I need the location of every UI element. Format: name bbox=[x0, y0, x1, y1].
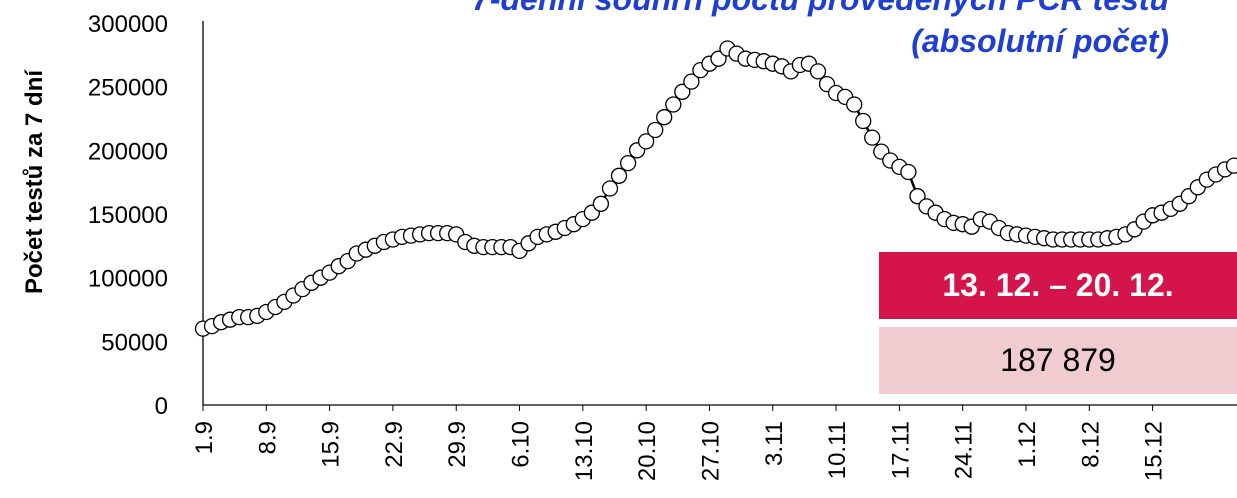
y-tick-label: 300000 bbox=[88, 11, 168, 38]
data-point bbox=[855, 112, 872, 130]
chart-title-line2: (absolutní počet) bbox=[911, 23, 1169, 59]
data-point bbox=[619, 154, 637, 172]
x-tick-label: 1.12 bbox=[1014, 421, 1041, 468]
period-value: 187 879 bbox=[879, 327, 1237, 394]
x-tick-label: 8.12 bbox=[1077, 421, 1104, 468]
series-line bbox=[194, 40, 1237, 337]
data-point bbox=[601, 180, 619, 197]
x-tick-label: 15.9 bbox=[318, 421, 345, 468]
y-tick-label: 100000 bbox=[88, 266, 168, 293]
data-point bbox=[592, 195, 610, 212]
y-axis-label: Počet testů za 7 dní bbox=[21, 69, 48, 294]
data-point bbox=[900, 163, 917, 181]
data-point bbox=[656, 109, 673, 126]
y-tick-label: 200000 bbox=[88, 138, 168, 165]
x-tick-label: 27.10 bbox=[697, 421, 724, 481]
data-point bbox=[864, 129, 881, 146]
y-axis: 0 50000 100000 150000 200000 250000 300000 bbox=[88, 11, 204, 420]
x-tick-label: 13.10 bbox=[571, 421, 598, 481]
y-tick-label: 250000 bbox=[88, 75, 168, 102]
data-point bbox=[610, 167, 628, 184]
y-tick-label: 50000 bbox=[101, 329, 168, 356]
x-tick-label: 15.12 bbox=[1141, 421, 1168, 481]
x-tick-label: 3.11 bbox=[761, 421, 788, 466]
x-tick-label: 24.11 bbox=[951, 421, 978, 479]
data-point bbox=[665, 96, 682, 113]
x-tick-label: 1.9 bbox=[191, 421, 218, 454]
chart-title-line1: 7-denní souhrn počtu provedených PCR tes… bbox=[472, 0, 1169, 18]
x-axis: 1.9 8.9 15.9 22.9 29.9 6.10 13.10 20.10 27.10 3.1… bbox=[191, 404, 1237, 481]
x-tick-label: 17.11 bbox=[887, 421, 914, 479]
data-point bbox=[674, 83, 691, 100]
data-point bbox=[637, 133, 655, 150]
data-point bbox=[710, 50, 727, 67]
period-label: 13. 12. – 20. 12. bbox=[879, 252, 1237, 319]
y-tick-label: 150000 bbox=[88, 202, 168, 229]
x-tick-label: 6.10 bbox=[508, 421, 535, 468]
x-tick-label: 10.11 bbox=[824, 421, 851, 479]
data-point bbox=[846, 96, 863, 113]
x-tick-label: 22.9 bbox=[381, 421, 408, 468]
x-tick-label: 20.10 bbox=[634, 421, 661, 481]
data-point bbox=[683, 73, 700, 90]
x-tick-label: 29.9 bbox=[444, 421, 471, 468]
x-tick-label: 8.9 bbox=[254, 421, 281, 454]
data-point bbox=[909, 188, 926, 205]
data-point bbox=[647, 121, 664, 139]
y-tick-label: 0 bbox=[155, 393, 168, 420]
data-point bbox=[809, 63, 827, 80]
data-point bbox=[1225, 157, 1237, 174]
